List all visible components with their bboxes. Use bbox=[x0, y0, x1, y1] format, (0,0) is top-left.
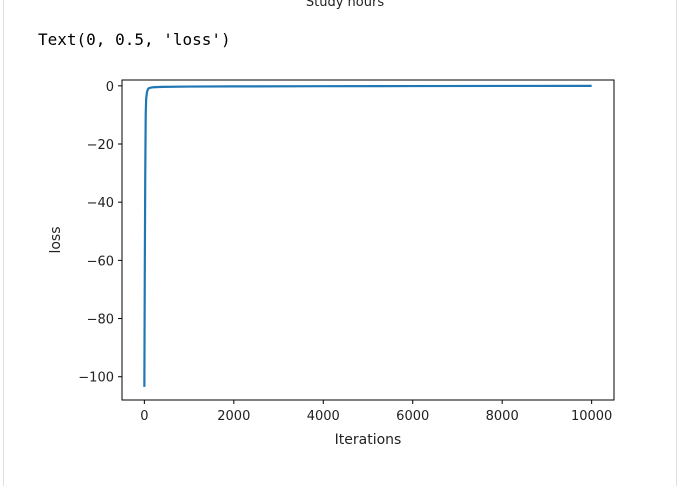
y-tick-label: −80 bbox=[87, 313, 114, 328]
x-tick-label: 4000 bbox=[307, 409, 340, 424]
y-tick-label: −40 bbox=[87, 196, 114, 211]
y-axis-label: loss bbox=[48, 226, 64, 253]
x-tick-label: 8000 bbox=[486, 409, 519, 424]
loss-series-line bbox=[143, 84, 592, 387]
x-tick-label: 2000 bbox=[217, 409, 250, 424]
y-tick-label: −20 bbox=[87, 138, 114, 153]
x-axis-label: Iterations bbox=[335, 432, 402, 448]
y-tick-label: −100 bbox=[78, 371, 114, 386]
output-cell-frame bbox=[3, 0, 677, 486]
cell-output-text: Text(0, 0.5, 'loss') bbox=[38, 30, 231, 49]
x-tick-label: 6000 bbox=[396, 409, 429, 424]
y-tick-label: −60 bbox=[87, 254, 114, 269]
axes-frame bbox=[121, 79, 615, 401]
y-tick-label: 0 bbox=[106, 80, 114, 95]
x-tick-label: 0 bbox=[140, 409, 148, 424]
x-tick-label: 10000 bbox=[571, 409, 612, 424]
previous-plot-title: Study hours bbox=[305, 0, 385, 10]
